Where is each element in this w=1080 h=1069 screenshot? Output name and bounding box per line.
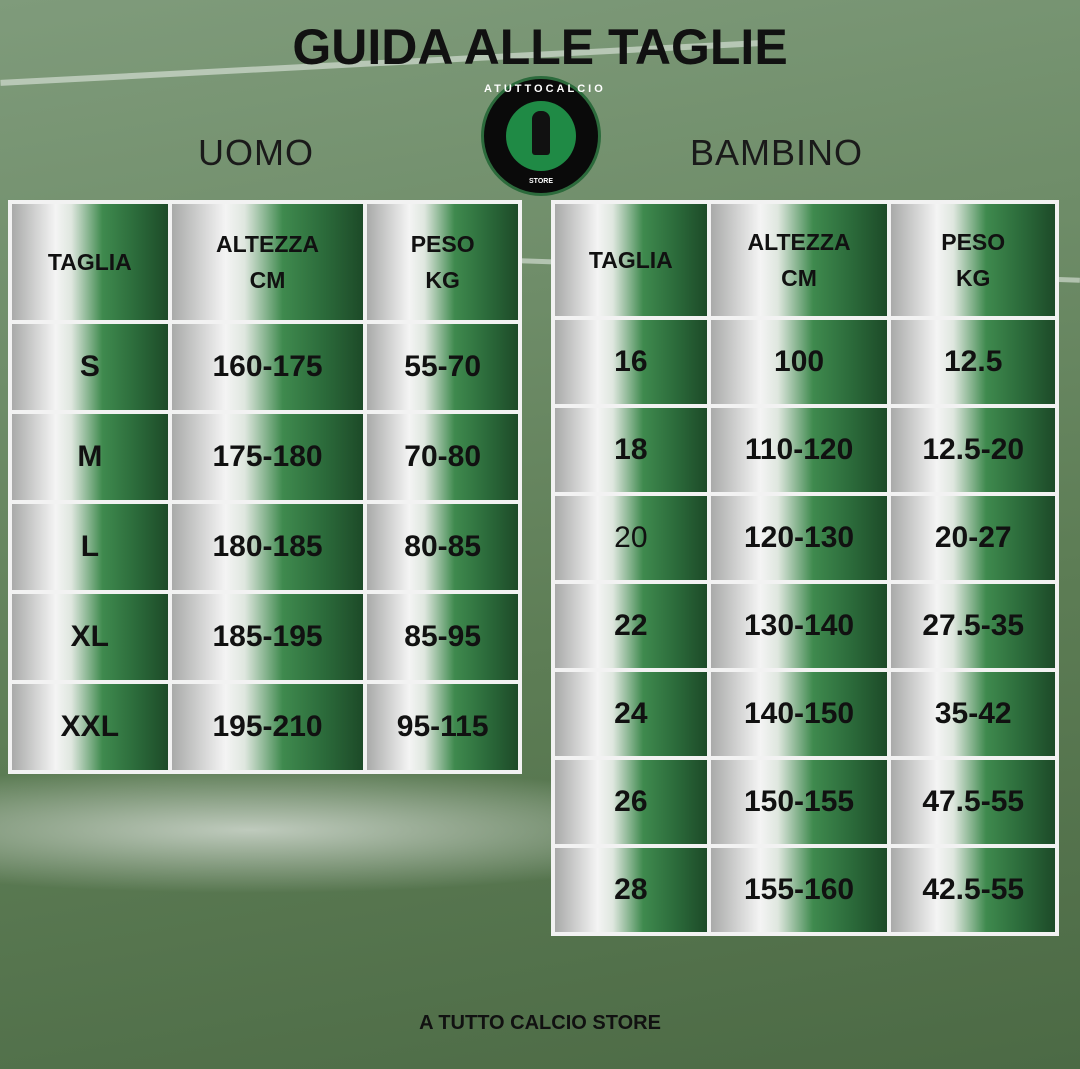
table-cell: 160-175 [167, 320, 368, 414]
section-bambino-label: BAMBINO [690, 132, 864, 173]
table-cell: 85-95 [363, 590, 522, 684]
table-row: XXL 195-210 95-115 [8, 680, 522, 774]
table-row: 20 120-130 20-27 [551, 492, 1059, 584]
size-table-uomo: TAGLIA ALTEZZA CM PESO KG S 160-175 55-70 M 175-1… [8, 200, 522, 774]
table-row: M 175-180 70-80 [8, 410, 522, 504]
table-row: S 160-175 55-70 [8, 320, 522, 414]
table-cell: S [8, 320, 172, 414]
table-row: 22 130-140 27.5-35 [551, 580, 1059, 672]
table-cell: 20-27 [887, 492, 1059, 584]
column-header: TAGLIA [551, 200, 711, 320]
column-header: PESO KG [887, 200, 1059, 320]
table-cell: M [8, 410, 172, 504]
section-uomo-label: UOMO [198, 132, 314, 173]
page-title: GUIDA ALLE TAGLIE [292, 19, 788, 75]
table-cell: 12.5-20 [887, 404, 1059, 496]
table-cell: 95-115 [363, 680, 522, 774]
table-cell: XL [8, 590, 172, 684]
column-header: TAGLIA [8, 200, 172, 324]
logo-ring-text: ATUTTOCALCIO [484, 83, 606, 95]
table-cell: 80-85 [363, 500, 522, 594]
table-cell: 24 [551, 668, 711, 760]
footer-brand: A TUTTO CALCIO STORE [419, 1012, 661, 1034]
table-cell: 70-80 [363, 410, 522, 504]
logo-store-text: STORE [529, 178, 553, 185]
table-cell: 120-130 [706, 492, 892, 584]
table-row: 28 155-160 42.5-55 [551, 844, 1059, 936]
table-cell: 16 [551, 316, 711, 408]
table-cell: 180-185 [167, 500, 368, 594]
header-row: TAGLIA ALTEZZA CM PESO KG [551, 200, 1059, 320]
table-row: 18 110-120 12.5-20 [551, 404, 1059, 496]
table-cell: 130-140 [706, 580, 892, 672]
table-cell: XXL [8, 680, 172, 774]
table-cell: 35-42 [887, 668, 1059, 760]
store-logo: ATUTTOCALCIO STORE [481, 76, 606, 196]
table-cell: 18 [551, 404, 711, 496]
column-header: PESO KG [363, 200, 522, 324]
table-cell: 47.5-55 [887, 756, 1059, 848]
table-cell: 26 [551, 756, 711, 848]
table-cell: 155-160 [706, 844, 892, 936]
football-player-icon [532, 111, 550, 155]
table-cell: 140-150 [706, 668, 892, 760]
header-row: TAGLIA ALTEZZA CM PESO KG [8, 200, 522, 324]
table-row: 26 150-155 47.5-55 [551, 756, 1059, 848]
table-cell: L [8, 500, 172, 594]
table-cell: 195-210 [167, 680, 368, 774]
table-cell: 110-120 [706, 404, 892, 496]
table-cell: 100 [706, 316, 892, 408]
table-cell: 27.5-35 [887, 580, 1059, 672]
table-cell: 185-195 [167, 590, 368, 684]
column-header: ALTEZZA CM [706, 200, 892, 320]
table-cell: 150-155 [706, 756, 892, 848]
table-cell: 175-180 [167, 410, 368, 504]
column-header: ALTEZZA CM [167, 200, 368, 324]
table-row: 24 140-150 35-42 [551, 668, 1059, 760]
table-row: L 180-185 80-85 [8, 500, 522, 594]
table-cell: 22 [551, 580, 711, 672]
table-cell: 55-70 [363, 320, 522, 414]
table-cell: 20 [551, 492, 711, 584]
table-cell: 12.5 [887, 316, 1059, 408]
table-cell: 28 [551, 844, 711, 936]
table-row: 16 100 12.5 [551, 316, 1059, 408]
table-row: XL 185-195 85-95 [8, 590, 522, 684]
size-table-bambino: TAGLIA ALTEZZA CM PESO KG 16 100 12.5 18 110-120 1… [551, 200, 1059, 936]
table-cell: 42.5-55 [887, 844, 1059, 936]
